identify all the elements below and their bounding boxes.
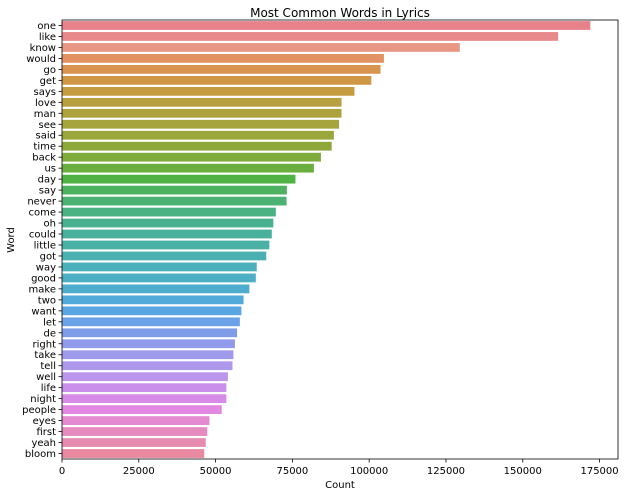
y-tick-label-bloom: bloom xyxy=(25,449,56,460)
x-tick-label: 0 xyxy=(59,466,65,477)
bar-come xyxy=(62,207,276,217)
bar-right xyxy=(62,339,235,349)
bar-back xyxy=(62,152,321,162)
y-tick-label-one: one xyxy=(37,21,56,32)
y-tick-label-could: could xyxy=(29,230,56,241)
bar-make xyxy=(62,284,250,294)
y-tick-label-time: time xyxy=(33,142,56,153)
bar-good xyxy=(62,273,256,283)
y-tick-label-us: us xyxy=(44,164,56,175)
y-tick-label-man: man xyxy=(34,109,56,120)
bar-got xyxy=(62,251,267,261)
y-tick-label-want: want xyxy=(31,306,56,317)
y-axis: onelikeknowwouldgogetsayslovemanseesaidt… xyxy=(22,21,62,460)
y-tick-label-way: way xyxy=(36,262,56,273)
x-tick-label: 150000 xyxy=(504,466,542,477)
y-tick-label-said: said xyxy=(36,131,56,142)
y-tick-label-get: get xyxy=(40,76,57,87)
y-tick-label-would: would xyxy=(26,54,56,65)
y-tick-label-see: see xyxy=(38,120,56,131)
bar-want xyxy=(62,306,242,316)
y-tick-label-right: right xyxy=(33,339,57,350)
x-tick-label: 75000 xyxy=(276,466,308,477)
bar-way xyxy=(62,262,257,272)
bar-know xyxy=(62,43,460,52)
y-tick-label-never: never xyxy=(27,197,57,208)
y-tick-label-like: like xyxy=(39,32,56,43)
bar-never xyxy=(62,196,287,206)
x-axis: 0 25000 50000 75000 100000 125000 150000 175000 xyxy=(59,459,619,477)
bar-two xyxy=(62,295,244,305)
y-tick-label-tell: tell xyxy=(40,361,56,372)
bar-eyes xyxy=(62,416,210,425)
bar-let xyxy=(62,317,240,327)
y-tick-label-people: people xyxy=(22,405,56,416)
y-tick-label-back: back xyxy=(32,153,56,164)
y-tick-label-little: little xyxy=(34,240,56,251)
bar-said xyxy=(62,130,334,140)
bar-yeah xyxy=(62,438,206,447)
y-tick-label-life: life xyxy=(41,383,56,394)
x-tick-label: 50000 xyxy=(200,466,232,477)
y-tick-label-first: first xyxy=(36,427,56,438)
bar-love xyxy=(62,97,342,107)
bar-man xyxy=(62,108,342,118)
y-tick-label-let: let xyxy=(43,317,56,328)
y-tick-label-night: night xyxy=(30,394,56,405)
y-tick-label-love: love xyxy=(35,98,56,109)
y-tick-label-oh: oh xyxy=(44,219,56,230)
chart-title: Most Common Words in Lyrics xyxy=(250,6,430,20)
bar-time xyxy=(62,141,332,151)
bar-night xyxy=(62,394,227,404)
bar-would xyxy=(62,54,384,63)
y-tick-label-yeah: yeah xyxy=(31,438,56,449)
y-tick-label-got: got xyxy=(40,251,56,262)
bar-say xyxy=(62,185,287,195)
bar-see xyxy=(62,119,340,129)
bar-well xyxy=(62,372,228,382)
y-tick-label-know: know xyxy=(30,43,56,54)
y-tick-label-good: good xyxy=(31,273,56,284)
bar-oh xyxy=(62,218,274,228)
bar-bloom xyxy=(62,449,205,458)
bar-day xyxy=(62,174,296,184)
bar-tell xyxy=(62,361,233,371)
y-tick-label-say: say xyxy=(39,186,56,197)
y-tick-label-go: go xyxy=(44,65,56,76)
bar-get xyxy=(62,75,372,85)
x-tick-label: 125000 xyxy=(427,466,465,477)
y-tick-label-says: says xyxy=(34,87,56,98)
x-tick-label: 25000 xyxy=(123,466,155,477)
bar-people xyxy=(62,405,222,415)
x-axis-label: Count xyxy=(325,480,355,491)
y-tick-label-eyes: eyes xyxy=(33,416,56,427)
y-tick-label-de: de xyxy=(44,328,57,339)
bar-like xyxy=(62,32,559,41)
bar-says xyxy=(62,86,355,96)
bar-take xyxy=(62,350,234,360)
x-tick-label: 100000 xyxy=(350,466,388,477)
bar-de xyxy=(62,328,238,338)
x-tick-label: 175000 xyxy=(580,466,618,477)
bars-group xyxy=(62,21,591,458)
y-tick-label-two: two xyxy=(38,295,56,306)
bar-one xyxy=(62,21,591,30)
bar-little xyxy=(62,240,270,250)
bar-could xyxy=(62,229,272,239)
bar-life xyxy=(62,383,227,393)
y-tick-label-well: well xyxy=(36,372,56,383)
y-axis-label: Word xyxy=(6,227,17,253)
y-tick-label-take: take xyxy=(34,350,56,361)
y-tick-label-make: make xyxy=(29,284,56,295)
bar-go xyxy=(62,64,381,74)
bar-us xyxy=(62,163,314,173)
y-tick-label-come: come xyxy=(28,208,56,219)
bar-first xyxy=(62,427,208,436)
y-tick-label-day: day xyxy=(38,175,56,186)
plot-frame xyxy=(61,19,619,460)
